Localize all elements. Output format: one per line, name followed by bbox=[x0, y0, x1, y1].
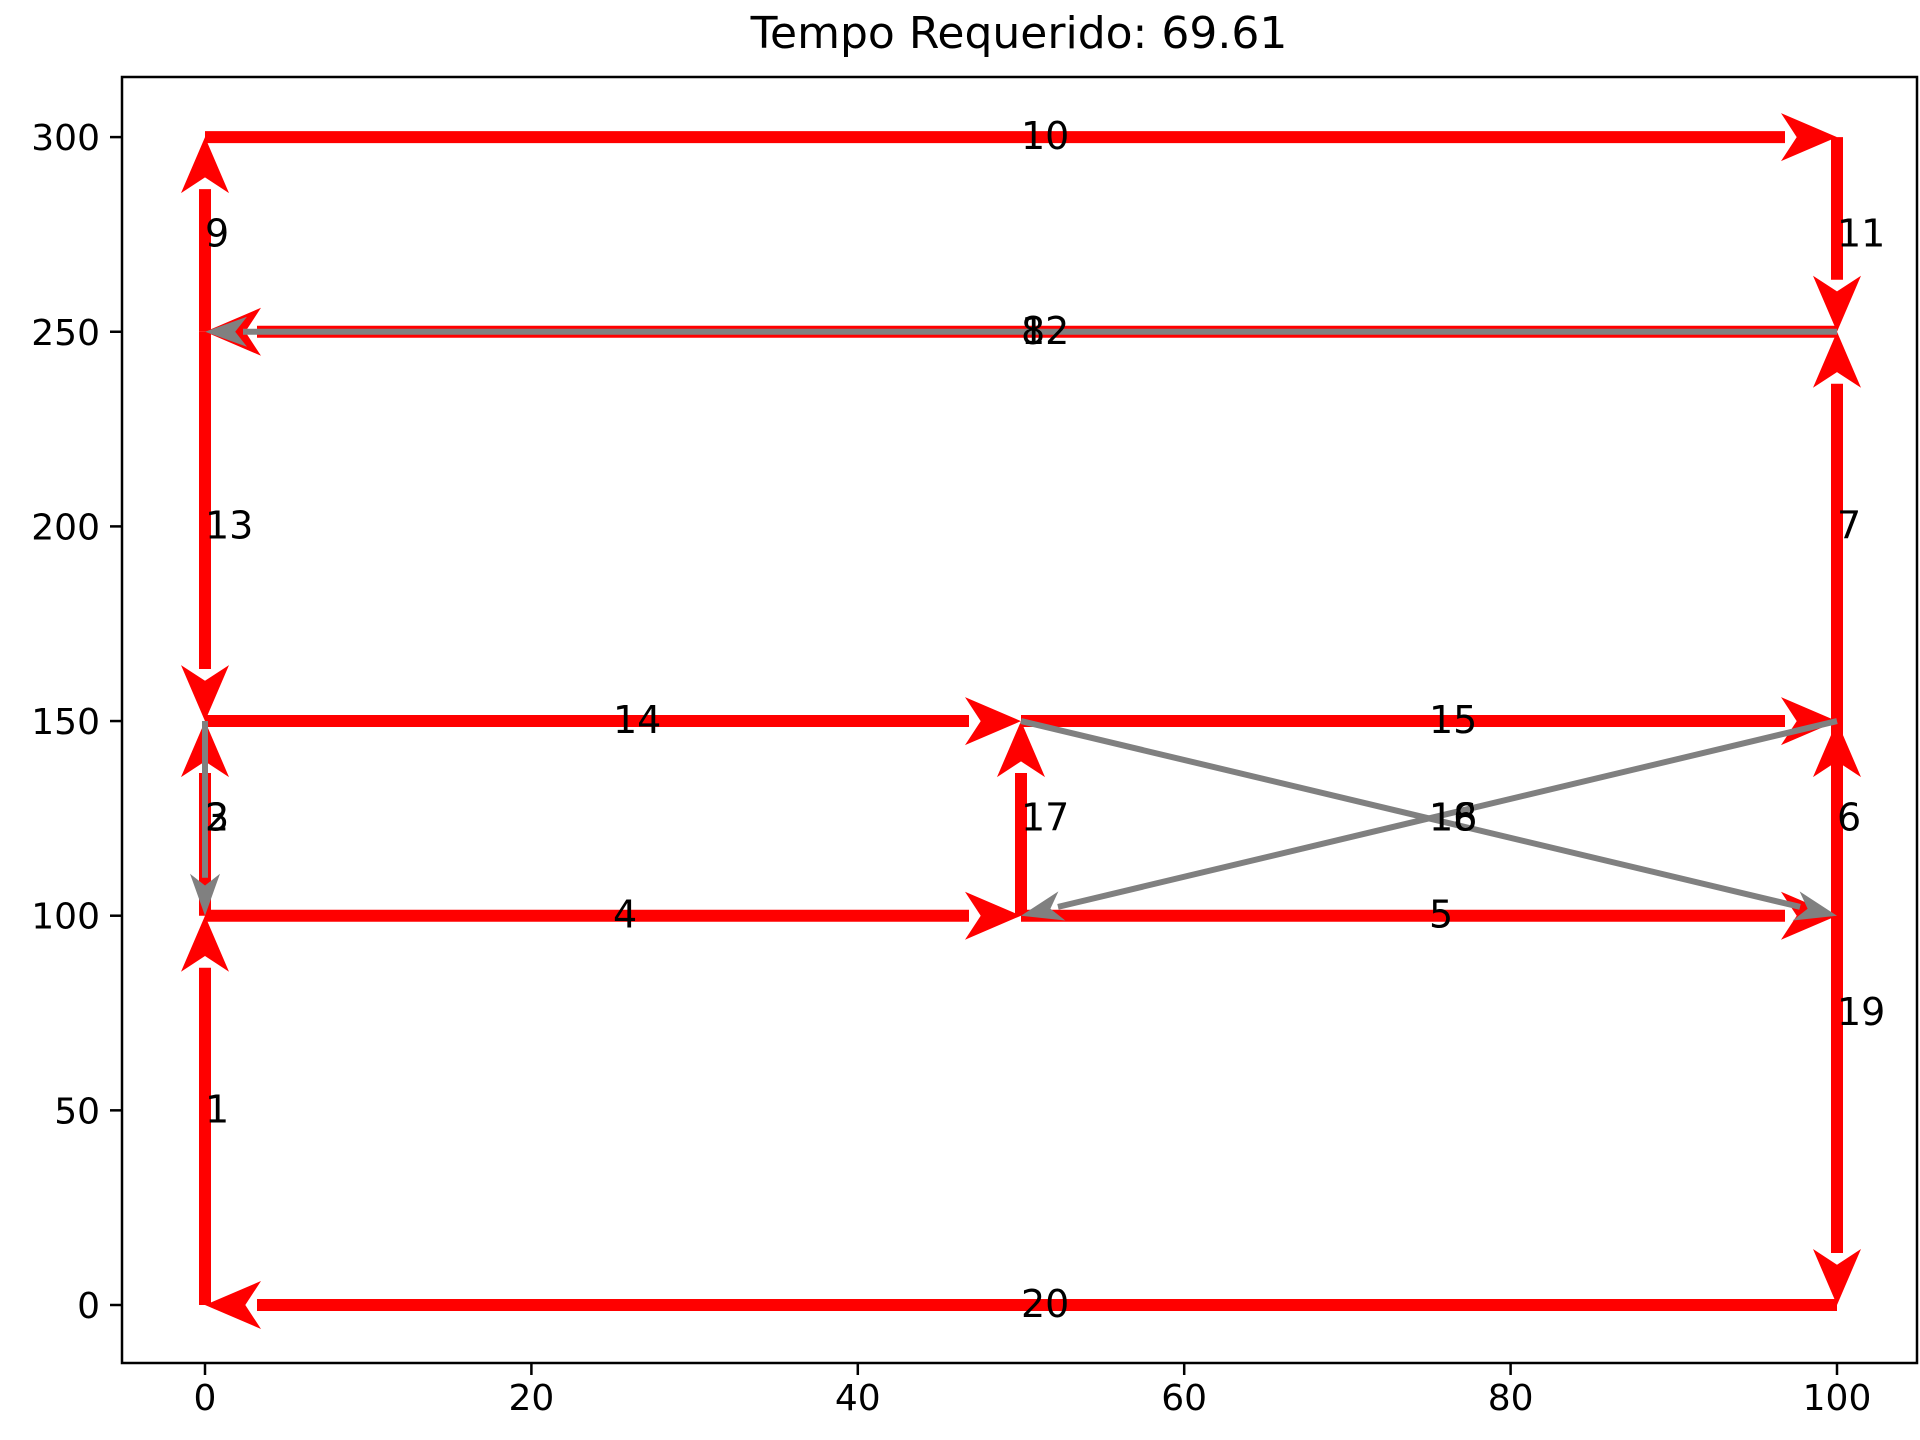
edge-label-18: 18 bbox=[1429, 795, 1477, 839]
edge-label-2: 2 bbox=[205, 795, 229, 839]
edge-label-5: 5 bbox=[1429, 893, 1453, 937]
edge-11-arrowhead bbox=[1813, 275, 1861, 332]
edge-3-arrowhead bbox=[190, 873, 220, 916]
edge-label-14: 14 bbox=[613, 698, 661, 742]
edges-layer bbox=[181, 113, 1861, 1329]
edge-19 bbox=[1813, 721, 1861, 1305]
edge-17 bbox=[997, 721, 1045, 916]
edge-20 bbox=[205, 1281, 1837, 1329]
edge-18-shaft bbox=[1057, 718, 1838, 910]
edge-16 bbox=[1020, 718, 1837, 921]
edge-label-11: 11 bbox=[1837, 211, 1885, 255]
edge-19-arrowhead bbox=[1813, 1249, 1861, 1305]
chart-title: Tempo Requerido: 69.61 bbox=[750, 8, 1288, 59]
edge-9-arrowhead bbox=[181, 137, 229, 194]
y-tick-label: 50 bbox=[54, 1091, 100, 1132]
edge-12 bbox=[205, 316, 1837, 347]
x-tick-label: 80 bbox=[1488, 1378, 1534, 1419]
edge-label-1: 1 bbox=[205, 1087, 229, 1131]
edge-10-arrowhead bbox=[1781, 113, 1837, 162]
y-axis: 0 50 100 150 200 250 300 bbox=[31, 118, 122, 1327]
edge-7 bbox=[1813, 331, 1861, 722]
x-tick-label: 0 bbox=[194, 1378, 217, 1419]
edge-label-16: 16 bbox=[1429, 795, 1477, 839]
x-tick-label: 20 bbox=[508, 1378, 554, 1419]
edge-3 bbox=[190, 721, 220, 916]
edge-label-12: 12 bbox=[1021, 309, 1069, 353]
edge-label-20: 20 bbox=[1021, 1282, 1069, 1326]
edge-4-arrowhead bbox=[965, 891, 1021, 940]
edge-13-arrowhead bbox=[181, 665, 229, 722]
edge-1 bbox=[181, 915, 229, 1305]
x-axis: 0 20 40 60 80 100 bbox=[194, 1363, 1872, 1419]
x-tick-label: 60 bbox=[1161, 1378, 1207, 1419]
edge-label-4: 4 bbox=[613, 893, 637, 937]
x-tick-label: 40 bbox=[835, 1378, 881, 1419]
edge-label-8: 8 bbox=[1021, 309, 1045, 353]
y-tick-label: 150 bbox=[31, 702, 100, 743]
edge-14-arrowhead bbox=[965, 697, 1021, 746]
edge-18 bbox=[1021, 718, 1838, 921]
edge-label-9: 9 bbox=[205, 211, 229, 255]
y-tick-label: 250 bbox=[31, 313, 100, 354]
edge-label-15: 15 bbox=[1429, 698, 1477, 742]
edge-16-shaft bbox=[1020, 718, 1801, 910]
edge-label-17: 17 bbox=[1021, 795, 1069, 839]
y-tick-label: 300 bbox=[31, 118, 100, 159]
edge-10 bbox=[205, 113, 1837, 162]
y-tick-label: 100 bbox=[31, 897, 100, 938]
edge-1-arrowhead bbox=[181, 915, 229, 972]
edge-12-arrowhead bbox=[205, 316, 247, 347]
edge-label-6: 6 bbox=[1837, 795, 1861, 839]
edge-9 bbox=[181, 137, 229, 332]
edge-17-arrowhead bbox=[997, 721, 1045, 778]
edge-14 bbox=[205, 697, 1021, 746]
edge-label-10: 10 bbox=[1021, 114, 1069, 158]
edge-11 bbox=[1813, 137, 1861, 332]
y-tick-label: 200 bbox=[31, 507, 100, 548]
edge-18-arrowhead bbox=[1021, 891, 1066, 921]
y-tick-label: 0 bbox=[77, 1286, 100, 1327]
edge-13 bbox=[181, 331, 229, 722]
edge-20-arrowhead bbox=[205, 1281, 261, 1329]
edge-label-13: 13 bbox=[205, 503, 253, 547]
edge-label-3: 3 bbox=[205, 795, 229, 839]
edge-7-arrowhead bbox=[1813, 331, 1861, 388]
edge-label-7: 7 bbox=[1837, 503, 1861, 547]
x-tick-label: 100 bbox=[1803, 1378, 1872, 1419]
edge-4 bbox=[205, 891, 1021, 940]
edge-16-arrowhead bbox=[1792, 891, 1837, 921]
edge-label-19: 19 bbox=[1837, 990, 1885, 1034]
